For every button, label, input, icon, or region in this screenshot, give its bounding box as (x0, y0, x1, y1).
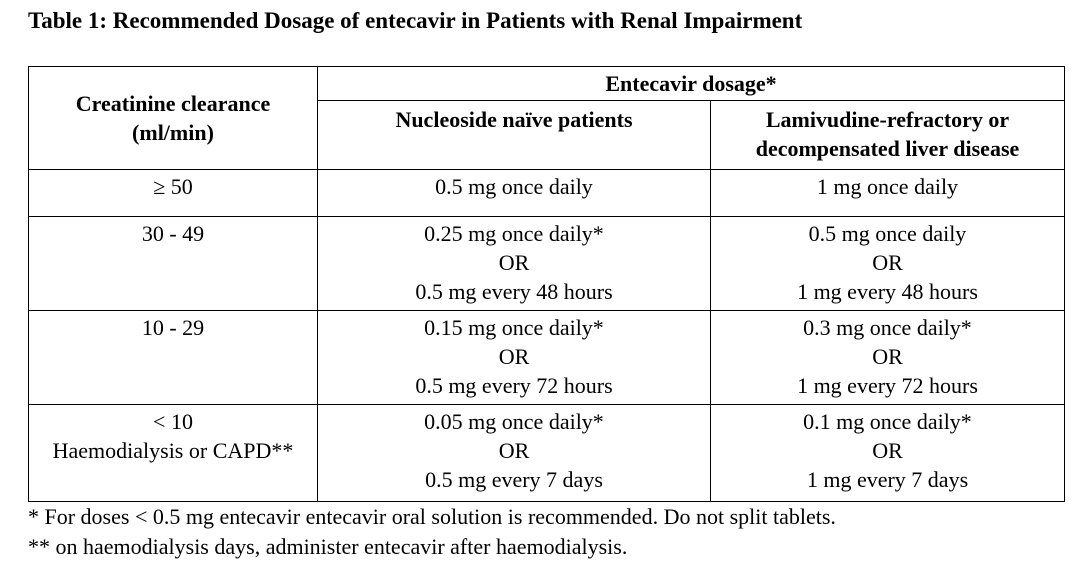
cell-naive-dose: 0.15 mg once daily* OR 0.5 mg every 72 h… (317, 310, 711, 405)
renal-dosage-table: Creatinine clearance (ml/min) Entecavir … (28, 66, 1065, 502)
cell-line: 0.5 mg every 7 days (425, 467, 603, 492)
cell-line: 1 mg every 72 hours (797, 373, 978, 398)
cell-line: 0.3 mg once daily* (803, 315, 972, 340)
cell-creatinine-clearance: ≥ 50 (28, 169, 318, 217)
table-row: < 10 Haemodialysis or CAPD** 0.05 mg onc… (28, 404, 1065, 502)
table-row: 10 - 29 0.15 mg once daily* OR 0.5 mg ev… (28, 310, 1065, 405)
cell-line: OR (872, 250, 903, 275)
cell-line: OR (498, 250, 530, 275)
cell-refractory-dose: 0.1 mg once daily* OR 1 mg every 7 days (710, 404, 1065, 502)
cell-line: ≥ 50 (153, 174, 193, 199)
header-cc-line1: Creatinine clearance (75, 91, 271, 116)
header-entecavir-dosage: Entecavir dosage* (317, 66, 1065, 101)
cell-creatinine-clearance: < 10 Haemodialysis or CAPD** (28, 404, 318, 502)
cell-line: 0.05 mg once daily* (424, 409, 604, 434)
footnote-single-asterisk: * For doses < 0.5 mg entecavir entecavir… (28, 504, 836, 529)
header-cc-line2: (ml/min) (132, 120, 214, 145)
cell-line: OR (498, 438, 530, 463)
cell-line: 0.5 mg once daily (435, 174, 593, 199)
header-naive-label: Nucleoside naïve patients (395, 107, 633, 132)
cell-line: 10 - 29 (141, 315, 205, 340)
cell-refractory-dose: 0.5 mg once daily OR 1 mg every 48 hours (710, 216, 1065, 311)
cell-line: 0.5 mg every 72 hours (415, 373, 613, 398)
table-row: ≥ 50 0.5 mg once daily 1 mg once daily (28, 169, 1065, 217)
cell-line: 30 - 49 (141, 221, 205, 246)
cell-naive-dose: 0.05 mg once daily* OR 0.5 mg every 7 da… (317, 404, 711, 502)
table-row: 30 - 49 0.25 mg once daily* OR 0.5 mg ev… (28, 216, 1065, 311)
cell-creatinine-clearance: 10 - 29 (28, 310, 318, 405)
cell-line: OR (872, 344, 903, 369)
header-row-sub: Nucleoside naïve patients Lamivudine-ref… (29, 100, 1065, 170)
cell-line: OR (872, 438, 903, 463)
cell-line: 0.15 mg once daily* (424, 315, 604, 340)
header-creatinine-clearance: Creatinine clearance (ml/min) (28, 66, 318, 170)
cell-naive-dose: 0.25 mg once daily* OR 0.5 mg every 48 h… (317, 216, 711, 311)
cell-naive-dose: 0.5 mg once daily (317, 169, 711, 217)
header-lamivudine-refractory: Lamivudine-refractory or decompensated l… (710, 100, 1065, 170)
cell-line: OR (498, 344, 530, 369)
cell-line: < 10 (153, 409, 193, 434)
cell-line: 1 mg every 48 hours (797, 279, 978, 304)
header-refractory-line2: decompensated liver disease (755, 136, 1020, 161)
table-title: Table 1: Recommended Dosage of entecavir… (28, 8, 803, 33)
cell-line: 0.5 mg once daily (808, 221, 967, 246)
cell-refractory-dose: 0.3 mg once daily* OR 1 mg every 72 hour… (710, 310, 1065, 405)
cell-refractory-dose: 1 mg once daily (710, 169, 1065, 217)
table-footnotes: * For doses < 0.5 mg entecavir entecavir… (28, 502, 836, 562)
cell-line: 0.5 mg every 48 hours (415, 279, 613, 304)
cell-line: Haemodialysis or CAPD** (52, 438, 294, 463)
cell-line: 0.25 mg once daily* (424, 221, 604, 246)
cell-line: 0.1 mg once daily* (803, 409, 972, 434)
cell-creatinine-clearance: 30 - 49 (28, 216, 318, 311)
header-nucleoside-naive: Nucleoside naïve patients (317, 100, 711, 170)
header-row-group: Creatinine clearance (ml/min) Entecavir … (28, 66, 1065, 170)
cell-line: 1 mg every 7 days (806, 467, 969, 492)
cell-line: 1 mg once daily (816, 174, 959, 199)
footnote-double-asterisk: ** on haemodialysis days, administer ent… (28, 534, 628, 559)
header-refractory-line1: Lamivudine-refractory or (765, 107, 1010, 132)
